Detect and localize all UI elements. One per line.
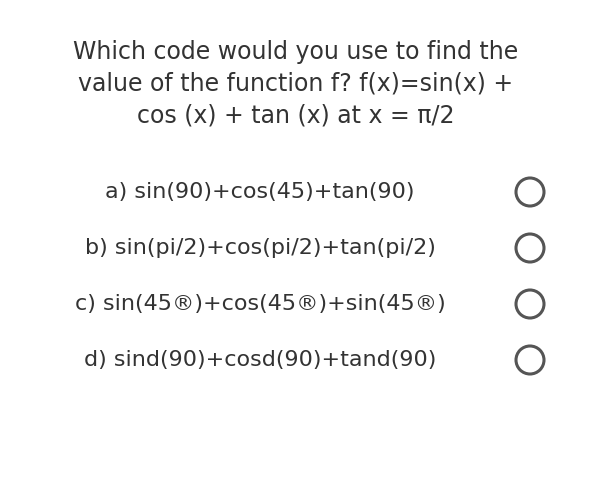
Text: d) sind(90)+cosd(90)+tand(90): d) sind(90)+cosd(90)+tand(90): [84, 350, 436, 370]
Text: a) sin(90)+cos(45)+tan(90): a) sin(90)+cos(45)+tan(90): [105, 182, 415, 202]
Text: cos (x) + tan (x) at x = π/2: cos (x) + tan (x) at x = π/2: [137, 104, 454, 128]
Text: c) sin(45®)+cos(45®)+sin(45®): c) sin(45®)+cos(45®)+sin(45®): [74, 294, 446, 314]
Text: value of the function f? f(x)=sin(x) +: value of the function f? f(x)=sin(x) +: [78, 72, 513, 96]
Text: b) sin(pi/2)+cos(pi/2)+tan(pi/2): b) sin(pi/2)+cos(pi/2)+tan(pi/2): [85, 238, 436, 258]
Text: Which code would you use to find the: Which code would you use to find the: [73, 40, 518, 64]
